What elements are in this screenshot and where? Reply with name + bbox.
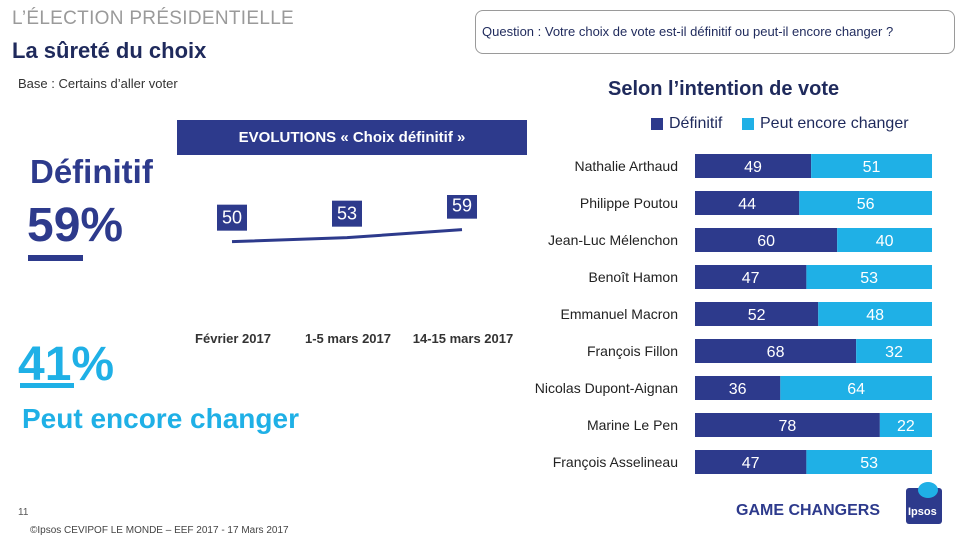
changer-percentage: 41% bbox=[18, 338, 115, 391]
brand-text: GAME CHANGERS bbox=[736, 502, 881, 519]
vote-intention-bar-chart: Nathalie Arthaud 49 51 Philippe Poutou 44 56 J… bbox=[535, 154, 932, 474]
legend-swatch-definitif bbox=[651, 118, 663, 130]
bar-value-definitif: 60 bbox=[757, 233, 775, 250]
bar-value-changer: 22 bbox=[897, 418, 915, 435]
bar-segment-changer bbox=[856, 339, 932, 363]
candidate-label: Marine Le Pen bbox=[587, 417, 678, 433]
evolution-x-tick-label: 14-15 mars 2017 bbox=[413, 331, 513, 346]
bar-value-changer: 53 bbox=[860, 455, 878, 472]
evolution-value-box bbox=[217, 204, 247, 231]
bar-value-definitif: 36 bbox=[729, 381, 747, 398]
candidate-label: Nathalie Arthaud bbox=[574, 158, 678, 174]
evolution-x-tick-label: 1-5 mars 2017 bbox=[305, 331, 391, 346]
candidate-label: François Fillon bbox=[587, 343, 678, 359]
page-title: La sûreté du choix bbox=[12, 38, 207, 63]
bar-segment-changer bbox=[806, 265, 932, 289]
bar-segment-definitif bbox=[695, 228, 838, 252]
bar-segment-changer bbox=[818, 302, 932, 326]
bar-value-definitif: 78 bbox=[779, 418, 797, 435]
ipsos-logo: Ipsos bbox=[906, 482, 942, 524]
definitif-label: Définitif bbox=[30, 153, 153, 190]
bar-segment-changer bbox=[780, 376, 932, 400]
evolution-line bbox=[231, 228, 463, 244]
definitif-percentage: 59% bbox=[27, 199, 124, 252]
bar-value-changer: 48 bbox=[866, 307, 884, 324]
evolution-banner: EVOLUTIONS « Choix définitif » bbox=[177, 120, 527, 155]
definitif-underline bbox=[28, 255, 83, 261]
legend-label-changer: Peut encore changer bbox=[760, 115, 909, 132]
bar-value-definitif: 47 bbox=[742, 270, 760, 287]
evolution-x-tick-label: Février 2017 bbox=[195, 331, 271, 346]
evolution-value-label: 59 bbox=[452, 196, 472, 216]
question-box: Question : Votre choix de vote est-il dé… bbox=[475, 10, 955, 54]
bar-segment-changer bbox=[799, 191, 932, 215]
legend-label-definitif: Définitif bbox=[669, 115, 723, 132]
candidate-label: Philippe Poutou bbox=[580, 195, 678, 211]
ipsos-logo-arc bbox=[918, 482, 938, 498]
bar-segment-definitif bbox=[695, 376, 781, 400]
bar-segment-changer bbox=[879, 413, 932, 437]
changer-underline bbox=[20, 383, 74, 388]
bar-value-changer: 40 bbox=[876, 233, 894, 250]
footer-source: ©Ipsos CEVIPOF LE MONDE – EEF 2017 - 17 … bbox=[30, 525, 289, 536]
legend-changer: Peut encore changer bbox=[742, 115, 909, 133]
ipsos-logo-text: Ipsos bbox=[908, 506, 937, 518]
candidate-label: Benoît Hamon bbox=[589, 269, 679, 285]
bar-value-changer: 32 bbox=[885, 344, 903, 361]
bar-value-changer: 64 bbox=[847, 381, 865, 398]
candidate-label: Nicolas Dupont-Aignan bbox=[535, 380, 678, 396]
bar-chart-title: Selon l’intention de vote bbox=[608, 78, 840, 100]
bar-value-changer: 53 bbox=[860, 270, 878, 287]
bar-segment-definitif bbox=[695, 413, 880, 437]
bar-value-changer: 56 bbox=[857, 196, 875, 213]
evolution-value-label: 50 bbox=[222, 208, 242, 228]
bar-segment-definitif bbox=[695, 450, 807, 474]
bar-value-definitif: 68 bbox=[767, 344, 785, 361]
changer-label: Peut encore changer bbox=[22, 403, 299, 434]
candidate-label: Emmanuel Macron bbox=[561, 306, 679, 322]
bar-segment-changer bbox=[806, 450, 932, 474]
candidate-label: Jean-Luc Mélenchon bbox=[548, 232, 678, 248]
evolution-line-chart: 50 Février 2017 53 1-5 mars 2017 59 14-15 mar… bbox=[195, 195, 513, 346]
bar-segment-definitif bbox=[695, 339, 857, 363]
base-label: Base : Certains d’aller voter bbox=[18, 76, 178, 91]
candidate-label: François Asselineau bbox=[553, 454, 678, 470]
bar-segment-definitif bbox=[695, 265, 807, 289]
bar-segment-definitif bbox=[695, 191, 800, 215]
evolution-value-box bbox=[447, 195, 477, 219]
legend-swatch-changer bbox=[742, 118, 754, 130]
bar-value-changer: 51 bbox=[863, 159, 881, 176]
bar-value-definitif: 44 bbox=[738, 196, 756, 213]
bar-segment-definitif bbox=[695, 302, 819, 326]
evolution-value-label: 53 bbox=[337, 204, 357, 224]
legend-definitif: Définitif bbox=[651, 115, 722, 133]
bar-segment-definitif bbox=[695, 154, 812, 178]
bar-value-definitif: 52 bbox=[748, 307, 766, 324]
bar-value-definitif: 47 bbox=[742, 455, 760, 472]
bar-segment-changer bbox=[811, 154, 932, 178]
evolution-value-box bbox=[332, 200, 362, 227]
header-kicker: L’ÉLECTION PRÉSIDENTIELLE bbox=[12, 8, 295, 29]
bar-value-definitif: 49 bbox=[744, 159, 762, 176]
bar-segment-changer bbox=[837, 228, 932, 252]
page-number: 11 bbox=[18, 507, 29, 518]
